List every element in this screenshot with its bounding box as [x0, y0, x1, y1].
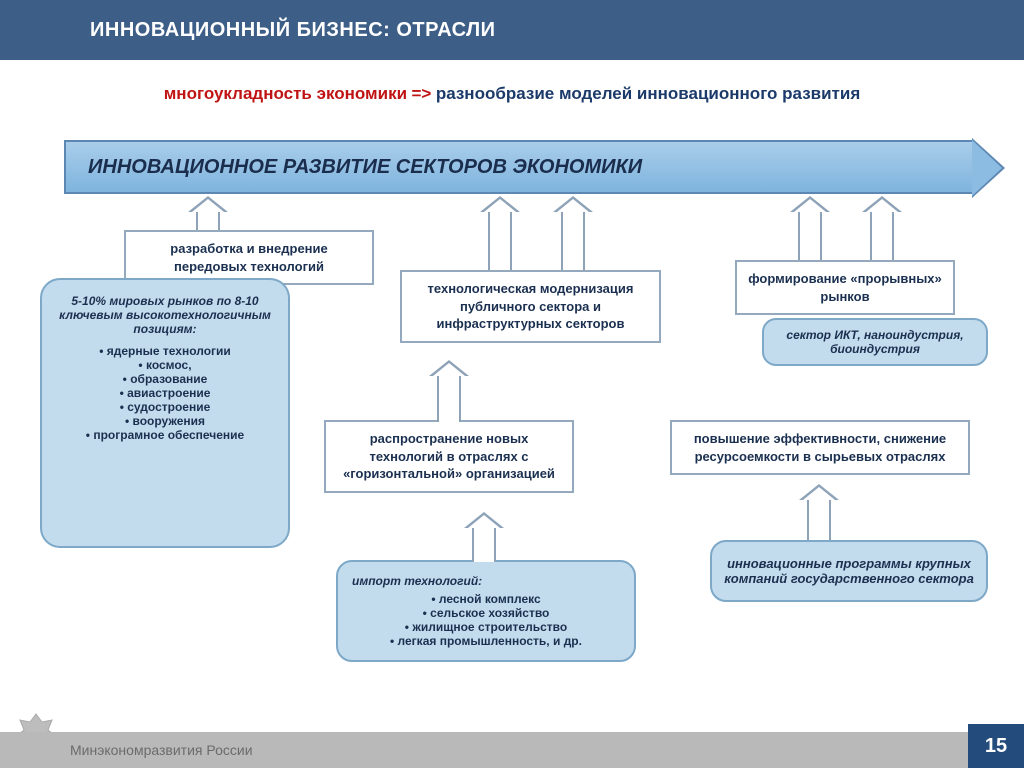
- panel-gov-text: инновационные программы крупных компаний…: [724, 556, 974, 586]
- up-arrow: [437, 376, 461, 422]
- panel-ict-text: сектор ИКТ, наноиндустрия, биоиндустрия: [770, 328, 980, 356]
- panel-world-markets-head: 5-10% мировых рынков по 8-10 ключевым вы…: [52, 294, 278, 336]
- panel-import-list: лесной комплекс сельское хозяйство жилищ…: [352, 592, 620, 648]
- up-arrow: [870, 212, 894, 262]
- up-arrow: [807, 500, 831, 544]
- box-public-sector: технологическая модернизация публичного …: [400, 270, 661, 343]
- box-horizontal-org: распространение новых технологий в отрас…: [324, 420, 574, 493]
- up-arrow: [561, 212, 585, 272]
- main-arrow-banner: ИННОВАЦИОННОЕ РАЗВИТИЕ СЕКТОРОВ ЭКОНОМИК…: [64, 140, 974, 194]
- page-number-badge: 15: [968, 724, 1024, 768]
- subtitle-right: разнообразие моделей инновационного разв…: [436, 84, 860, 103]
- up-arrow: [488, 212, 512, 272]
- subtitle-arrow: =>: [412, 84, 432, 103]
- box-tech-dev: разработка и внедрение передовых техноло…: [124, 230, 374, 285]
- up-arrow: [798, 212, 822, 262]
- header-bar: ИННОВАЦИОННЫЙ БИЗНЕС: ОТРАСЛИ: [0, 0, 1024, 60]
- subtitle-left: многоукладность экономики: [164, 84, 407, 103]
- panel-world-markets: 5-10% мировых рынков по 8-10 ключевым вы…: [40, 278, 290, 548]
- up-arrow: [472, 528, 496, 562]
- footer-bar: Минэкономразвития России: [0, 732, 1024, 768]
- panel-import-head: импорт технологий:: [352, 574, 620, 588]
- box-breakthrough-markets: формирование «прорывных» рынков: [735, 260, 955, 315]
- panel-world-markets-list: ядерные технологии космос, образование а…: [52, 344, 278, 442]
- page-title: ИННОВАЦИОННЫЙ БИЗНЕС: ОТРАСЛИ: [90, 19, 496, 42]
- up-arrow: [196, 212, 220, 232]
- footer-org: Минэкономразвития России: [70, 742, 253, 758]
- panel-ict-sector: сектор ИКТ, наноиндустрия, биоиндустрия: [762, 318, 988, 366]
- box-efficiency: повышение эффективности, снижение ресурс…: [670, 420, 970, 475]
- panel-import-tech: импорт технологий: лесной комплекс сельс…: [336, 560, 636, 662]
- subtitle: многоукладность экономики => разнообрази…: [0, 60, 1024, 118]
- panel-gov-programs: инновационные программы крупных компаний…: [710, 540, 988, 602]
- page-number: 15: [985, 735, 1007, 758]
- main-arrow-text: ИННОВАЦИОННОЕ РАЗВИТИЕ СЕКТОРОВ ЭКОНОМИК…: [88, 156, 642, 179]
